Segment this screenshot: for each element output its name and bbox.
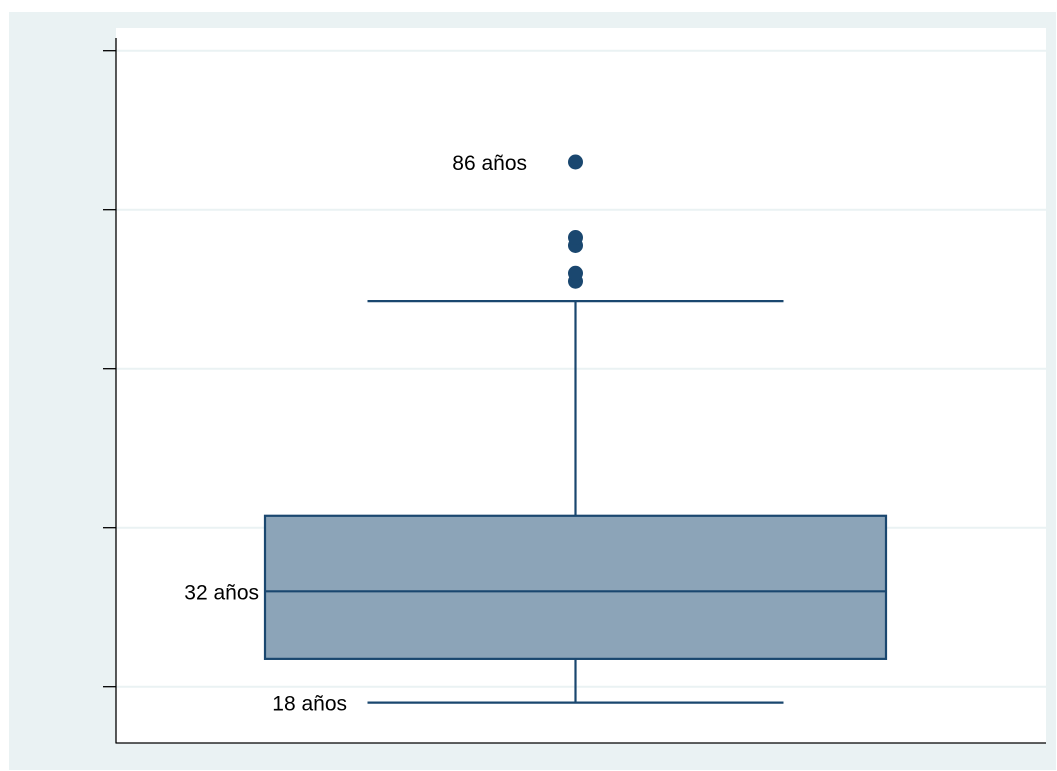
annotation-median-label: 32 años [184,581,259,604]
annotation-min-label: 18 años [272,693,347,716]
outlier-point [568,154,583,170]
interquartile-box [263,514,888,660]
y-axis [103,38,1046,744]
box-plot [263,300,888,704]
gridlines [116,49,1046,688]
outlier-point [568,230,583,246]
outlier-points [568,154,583,289]
annotations: 86 años 32 años 18 años [184,152,527,716]
outlier-point [568,265,583,281]
annotation-max-label: 86 años [452,152,527,175]
